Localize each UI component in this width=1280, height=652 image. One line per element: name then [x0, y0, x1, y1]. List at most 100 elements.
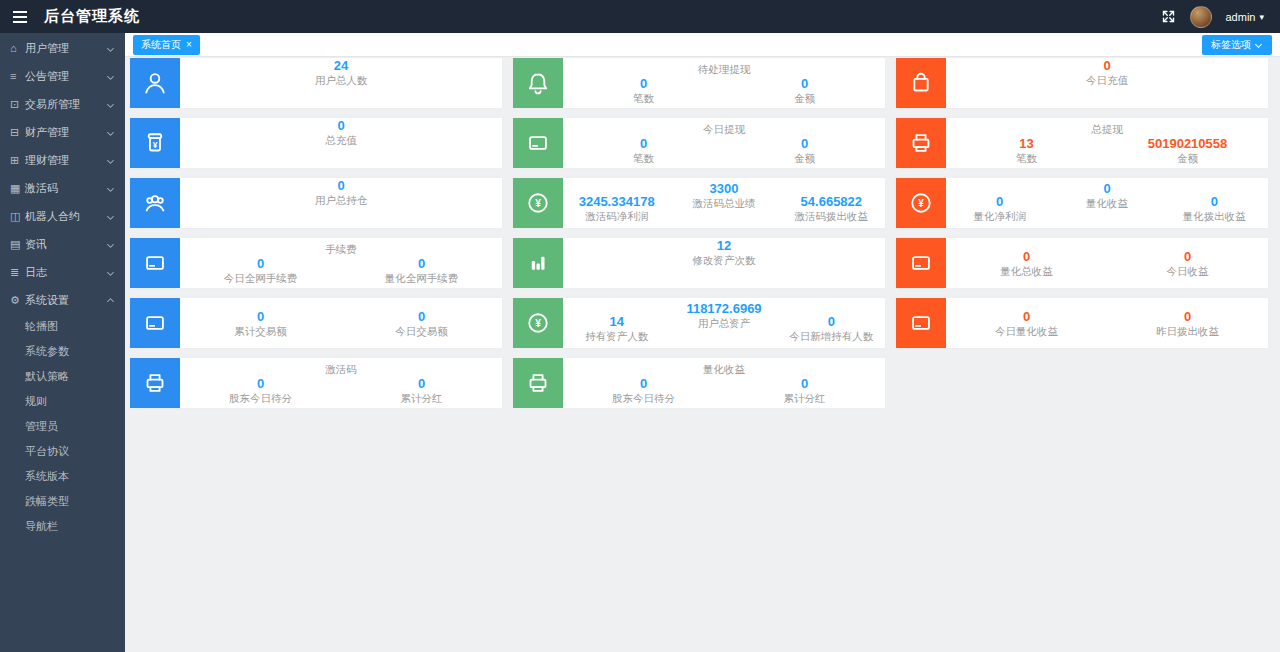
stat-value: 0 — [996, 194, 1003, 209]
sidebar-item-users[interactable]: ⌂用户管理 — [0, 34, 125, 62]
chart-icon — [513, 238, 563, 288]
card-content: 0 今日充值 — [946, 58, 1268, 108]
avatar[interactable] — [1190, 6, 1212, 28]
tab-home[interactable]: 系统首页 × — [133, 35, 200, 55]
stat-card: 0 今日量化收益 0 昨日拨出收益 — [896, 298, 1268, 348]
sidebar-subitem-platform-agreement[interactable]: 平台协议 — [0, 439, 125, 464]
stat-label: 量化收益 — [1086, 197, 1128, 210]
stat: 0 量化总收益 — [946, 249, 1107, 278]
sidebar-item-label: 理财管理 — [25, 153, 108, 168]
sidebar-subitem-carousel[interactable]: 轮播图 — [0, 314, 125, 339]
stat-card: 总提现 13 笔数 50190210558 金额 — [896, 118, 1268, 168]
sidebar-item-label: 机器人合约 — [25, 209, 108, 224]
sidebar-item-exchange[interactable]: ⊡交易所管理 — [0, 90, 125, 118]
stat-value: 0 — [640, 76, 647, 91]
fullscreen-icon[interactable] — [1161, 9, 1176, 24]
stat-value: 3300 — [710, 181, 739, 196]
stat-card: 0 今日充值 — [896, 58, 1268, 108]
stat-value: 0 — [418, 376, 425, 391]
stat: 0 量化全网手续费 — [341, 256, 502, 285]
sidebar-item-announcements[interactable]: ≡公告管理 — [0, 62, 125, 90]
stat-label: 累计分红 — [784, 392, 826, 405]
stat-label: 持有资产人数 — [585, 330, 648, 343]
stat-label: 激活码拨出收益 — [795, 210, 869, 223]
stat-label: 笔数 — [633, 152, 654, 165]
sidebar-item-assets[interactable]: ⊟财产管理 — [0, 118, 125, 146]
tab-options-button[interactable]: 标签选项 — [1202, 35, 1272, 55]
card-content: 0 量化净利润 0 量化收益 0 量化拨出收益 — [946, 178, 1268, 228]
sidebar-subitem-system-version[interactable]: 系统版本 — [0, 464, 125, 489]
app-title: 后台管理系统 — [44, 7, 140, 26]
stat: 0 今日交易额 — [341, 309, 502, 338]
stat-label: 今日全网手续费 — [224, 272, 298, 285]
chevron-down-icon — [107, 44, 114, 51]
stat-label: 累计交易额 — [234, 325, 287, 338]
stat-value: 0 — [801, 76, 808, 91]
stat-value: 0 — [1211, 194, 1218, 209]
sidebar-subitem-nav-bar[interactable]: 导航栏 — [0, 514, 125, 539]
stat-value: 0 — [418, 256, 425, 271]
robot-icon: ◫ — [10, 210, 25, 223]
stat: 3245.334178 激活码净利润 — [563, 181, 670, 223]
card-content: 总提现 13 笔数 50190210558 金额 — [946, 118, 1268, 168]
sidebar-item-activation-codes[interactable]: ▦激活码 — [0, 174, 125, 202]
sidebar-subitem-admins[interactable]: 管理员 — [0, 414, 125, 439]
stat-label: 笔数 — [633, 92, 654, 105]
card-content: 12 修改资产次数 — [563, 238, 885, 288]
sidebar-item-robot-contracts[interactable]: ◫机器人合约 — [0, 202, 125, 230]
stat-value: 24 — [334, 58, 348, 73]
yen-icon: ¥ — [513, 178, 563, 228]
stat-value: 12 — [717, 238, 731, 253]
card-icon — [513, 118, 563, 168]
card-icon — [130, 298, 180, 348]
stat-value: 0 — [1184, 309, 1191, 324]
sidebar-item-finance[interactable]: ⊞理财管理 — [0, 146, 125, 174]
tab-label: 系统首页 — [141, 38, 181, 52]
card-title: 今日提现 — [563, 123, 885, 136]
jar-icon: ¥ — [130, 118, 180, 168]
sidebar-subitem-change-type[interactable]: 跌幅类型 — [0, 489, 125, 514]
grid-icon: ▦ — [10, 182, 25, 195]
sidebar-item-label: 资讯 — [25, 237, 108, 252]
group-icon — [130, 178, 180, 228]
list-icon: ≡ — [10, 70, 25, 82]
stat: 0 金额 — [724, 76, 885, 105]
stat-label: 用户总资产 — [698, 317, 751, 330]
card-content: 待处理提现 0 笔数 0 金额 — [563, 58, 885, 108]
stat-label: 今日充值 — [1086, 74, 1128, 87]
stat: 0 累计分红 — [724, 376, 885, 405]
stat: 0 今日收益 — [1107, 249, 1268, 278]
sidebar-item-news[interactable]: ▤资讯 — [0, 230, 125, 258]
stat: 0 量化净利润 — [946, 181, 1053, 223]
stat: 0 今日充值 — [1086, 58, 1128, 108]
stat-label: 今日量化收益 — [995, 325, 1058, 338]
svg-text:¥: ¥ — [535, 318, 541, 329]
stat: 0 总充值 — [325, 118, 357, 168]
card-content: 0 今日量化收益 0 昨日拨出收益 — [946, 298, 1268, 348]
user-menu[interactable]: admin ▾ — [1226, 11, 1265, 23]
stat-card: 今日提现 0 笔数 0 金额 — [513, 118, 885, 168]
svg-text:¥: ¥ — [918, 198, 924, 209]
stat-label: 金额 — [794, 152, 815, 165]
sidebar-item-logs[interactable]: ≣日志 — [0, 258, 125, 286]
bell-icon — [513, 58, 563, 108]
stat: 13 笔数 — [946, 136, 1107, 165]
sidebar-subitem-rules[interactable]: 规则 — [0, 389, 125, 414]
hamburger-menu-icon[interactable] — [0, 0, 40, 33]
stat-value: 0 — [418, 309, 425, 324]
card-column: 待处理提现 0 笔数 0 金额今日提现 0 笔数 0 金额 ¥ 3245.3341… — [513, 58, 885, 418]
stat: 118172.6969 用户总资产 — [670, 301, 777, 330]
stat-card: 待处理提现 0 笔数 0 金额 — [513, 58, 885, 108]
sidebar-subitem-default-strategy[interactable]: 默认策略 — [0, 364, 125, 389]
sidebar-item-label: 系统设置 — [25, 293, 108, 308]
sidebar-item-label: 激活码 — [25, 181, 108, 196]
stat-value: 0 — [828, 314, 835, 329]
close-icon[interactable]: × — [186, 40, 192, 50]
stat-card: 量化收益 0 股东今日待分 0 累计分红 — [513, 358, 885, 408]
sidebar-subitem-system-params[interactable]: 系统参数 — [0, 339, 125, 364]
card-content: 0 累计交易额 0 今日交易额 — [180, 298, 502, 348]
chevron-down-icon — [107, 100, 114, 107]
sidebar-item-system-settings[interactable]: ⚙系统设置 — [0, 286, 125, 314]
log-icon: ≣ — [10, 266, 25, 279]
stat-label: 今日收益 — [1167, 265, 1209, 278]
